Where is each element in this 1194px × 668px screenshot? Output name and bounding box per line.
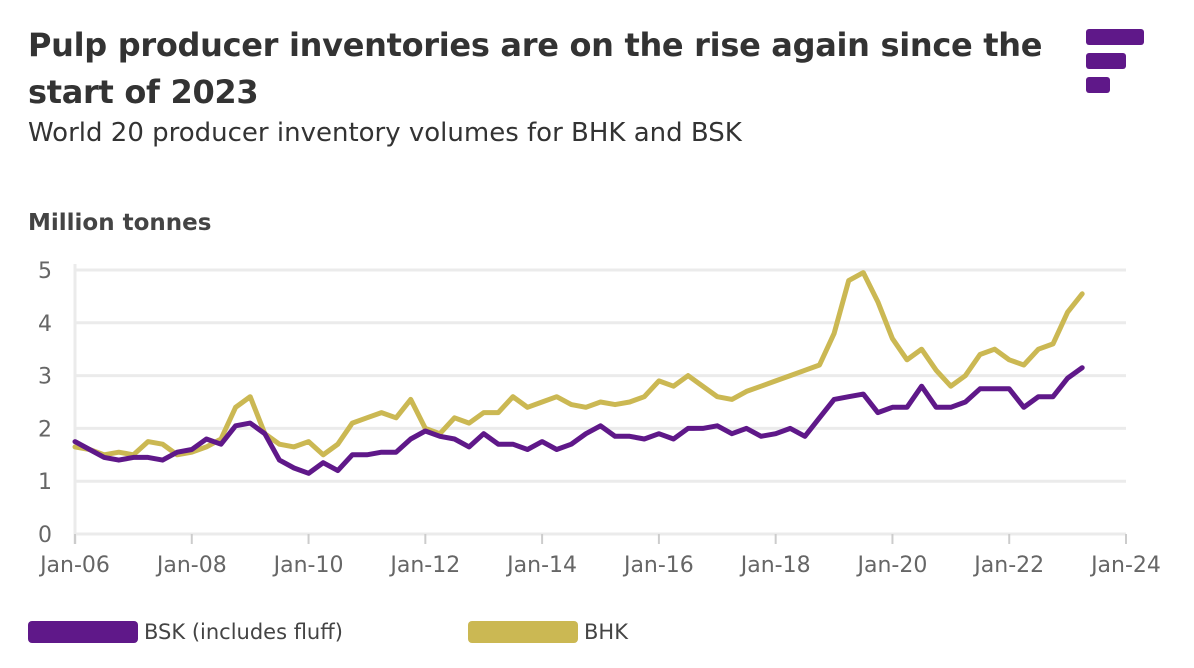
x-tick-label: Jan-08 [155,553,227,578]
legend-item-bhk: BHK [468,620,628,644]
y-tick-label: 3 [38,365,52,390]
x-tick-label: Jan-24 [1089,553,1161,578]
x-tick-label: Jan-06 [38,553,110,578]
brand-logo [1086,29,1144,93]
x-tick-label: Jan-22 [972,553,1044,578]
legend-swatch-bsk [28,621,138,643]
x-tick-label: Jan-10 [272,553,344,578]
y-tick-label: 1 [38,470,52,495]
legend-label-bhk: BHK [584,620,628,644]
x-tick-label: Jan-20 [856,553,928,578]
line-chart: 0 1 2 3 4 5 Jan-06 Jan-08 Jan-10 Jan-12 Jan-14 Jan-… [38,259,1161,578]
legend-swatch-bhk [468,621,578,643]
y-axis-label: Million tonnes [28,210,212,236]
x-tick-label: Jan-12 [388,553,460,578]
x-tick-label: Jan-16 [622,553,694,578]
series-line-bsk [72,365,1085,476]
y-tick-label: 5 [38,259,52,284]
chart-title: Pulp producer inventories are on the ris… [28,26,1043,111]
x-tick-label: Jan-18 [739,553,811,578]
legend-label-bsk: BSK (includes fluff) [144,620,343,644]
legend-item-bsk: BSK (includes fluff) [28,620,343,644]
x-tick-label: Jan-14 [505,553,577,578]
y-tick-label: 4 [38,312,52,337]
series-line-bhk [72,270,1085,458]
chart-subtitle: World 20 producer inventory volumes for … [28,118,742,148]
y-tick-label: 2 [38,417,52,442]
y-tick-label: 0 [38,523,52,548]
